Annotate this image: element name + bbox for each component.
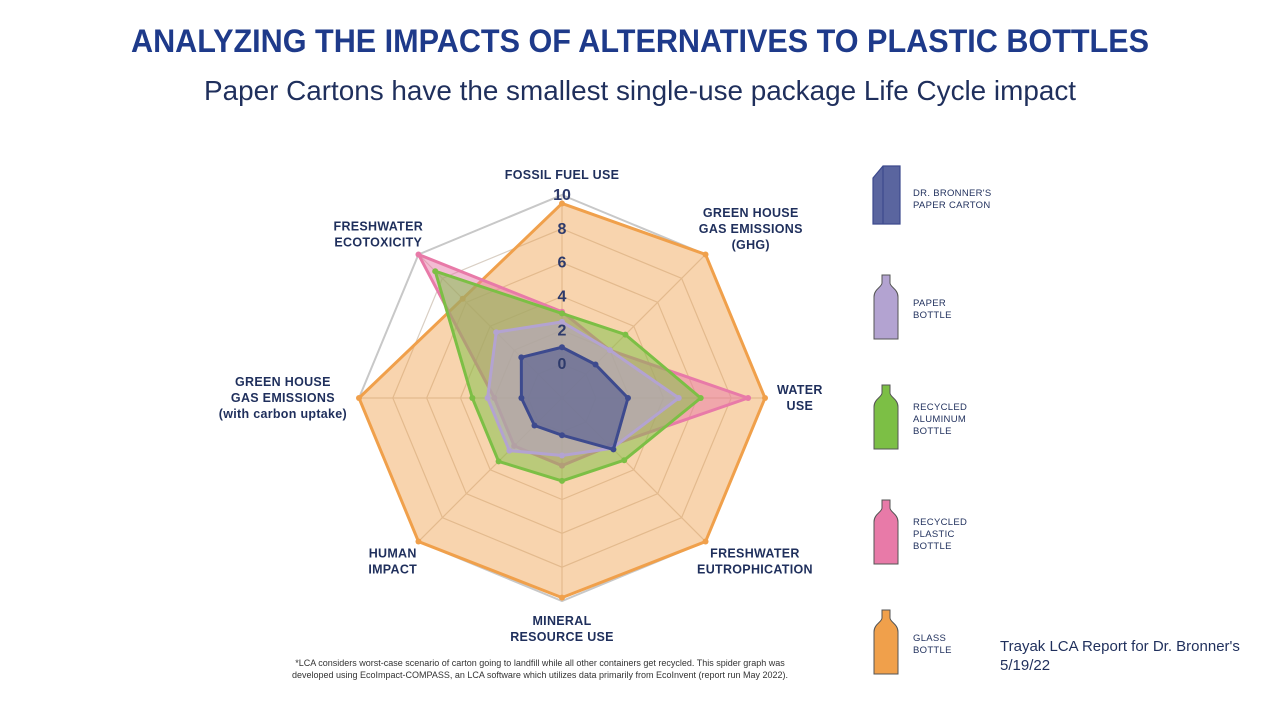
legend-icon [873, 499, 899, 565]
r-tick-label: 6 [558, 255, 567, 272]
series-point [592, 361, 599, 368]
series-point [432, 268, 439, 275]
series-point [493, 329, 500, 336]
r-tick-label: 4 [558, 289, 567, 306]
footnote: *LCA considers worst-case scenario of ca… [291, 658, 789, 680]
axis-label: GREEN HOUSE GAS EMISSIONS (with carbon u… [218, 375, 347, 421]
series-point [356, 395, 362, 401]
series-point [559, 477, 565, 484]
series-point [518, 395, 525, 401]
axis-label: FOSSIL FUEL USE [504, 168, 620, 182]
legend-label: PAPER BOTTLE [913, 298, 952, 321]
legend-icon [873, 274, 899, 340]
series-point [624, 395, 631, 401]
legend-icon [873, 384, 899, 450]
legend-icon [872, 165, 901, 225]
series-point [495, 458, 502, 465]
series-point [621, 457, 628, 464]
series-point [559, 344, 565, 351]
series-point [518, 354, 525, 361]
series-point [484, 395, 491, 401]
legend-label: RECYCLED PLASTIC BOTTLE [913, 517, 968, 552]
series-point [469, 395, 476, 401]
series-point [559, 594, 565, 601]
axis-label: FRESHWATER EUTROPHICATION [697, 546, 813, 577]
series-point [559, 452, 565, 459]
series-point [702, 538, 709, 545]
series-point [559, 432, 565, 439]
series-point [762, 395, 768, 401]
series-point [559, 200, 565, 207]
source: Trayak LCA Report for Dr. Bronner's 5/19… [1000, 638, 1240, 674]
legend-icon [873, 609, 899, 675]
r-tick-label: 2 [558, 322, 567, 339]
legend-label: RECYCLED ALUMINUM BOTTLE [913, 402, 968, 437]
series-point [415, 251, 422, 258]
series-point [415, 538, 422, 545]
series-point [702, 251, 709, 258]
series-point [622, 331, 629, 338]
r-tick-label: 8 [558, 221, 567, 238]
r-tick-label: 0 [558, 356, 567, 373]
legend-label: GLASS BOTTLE [913, 633, 952, 656]
axis-label: FRESHWATER ECOTOXICITY [333, 219, 424, 250]
series-point [697, 395, 704, 401]
series-point [610, 446, 617, 453]
series-point [559, 310, 565, 317]
series-point [531, 422, 538, 429]
axis-label: HUMAN IMPACT [368, 546, 418, 577]
series-point [675, 395, 682, 401]
r-tick-label: 10 [553, 187, 571, 204]
series-point [506, 447, 513, 454]
axis-label: GREEN HOUSE GAS EMISSIONS (GHG) [698, 205, 803, 252]
series-point [606, 347, 613, 354]
chart-title: ANALYZING THE IMPACTS OF ALTERNATIVES TO… [131, 23, 1149, 59]
axis-label: MINERAL RESOURCE USE [510, 614, 614, 644]
legend-label: DR. BRONNER'S PAPER CARTON [913, 188, 992, 211]
axis-label: WATER USE [777, 383, 823, 413]
series-point [745, 395, 752, 401]
chart-subtitle: Paper Cartons have the smallest single-u… [204, 75, 1076, 106]
series-point [559, 318, 565, 325]
